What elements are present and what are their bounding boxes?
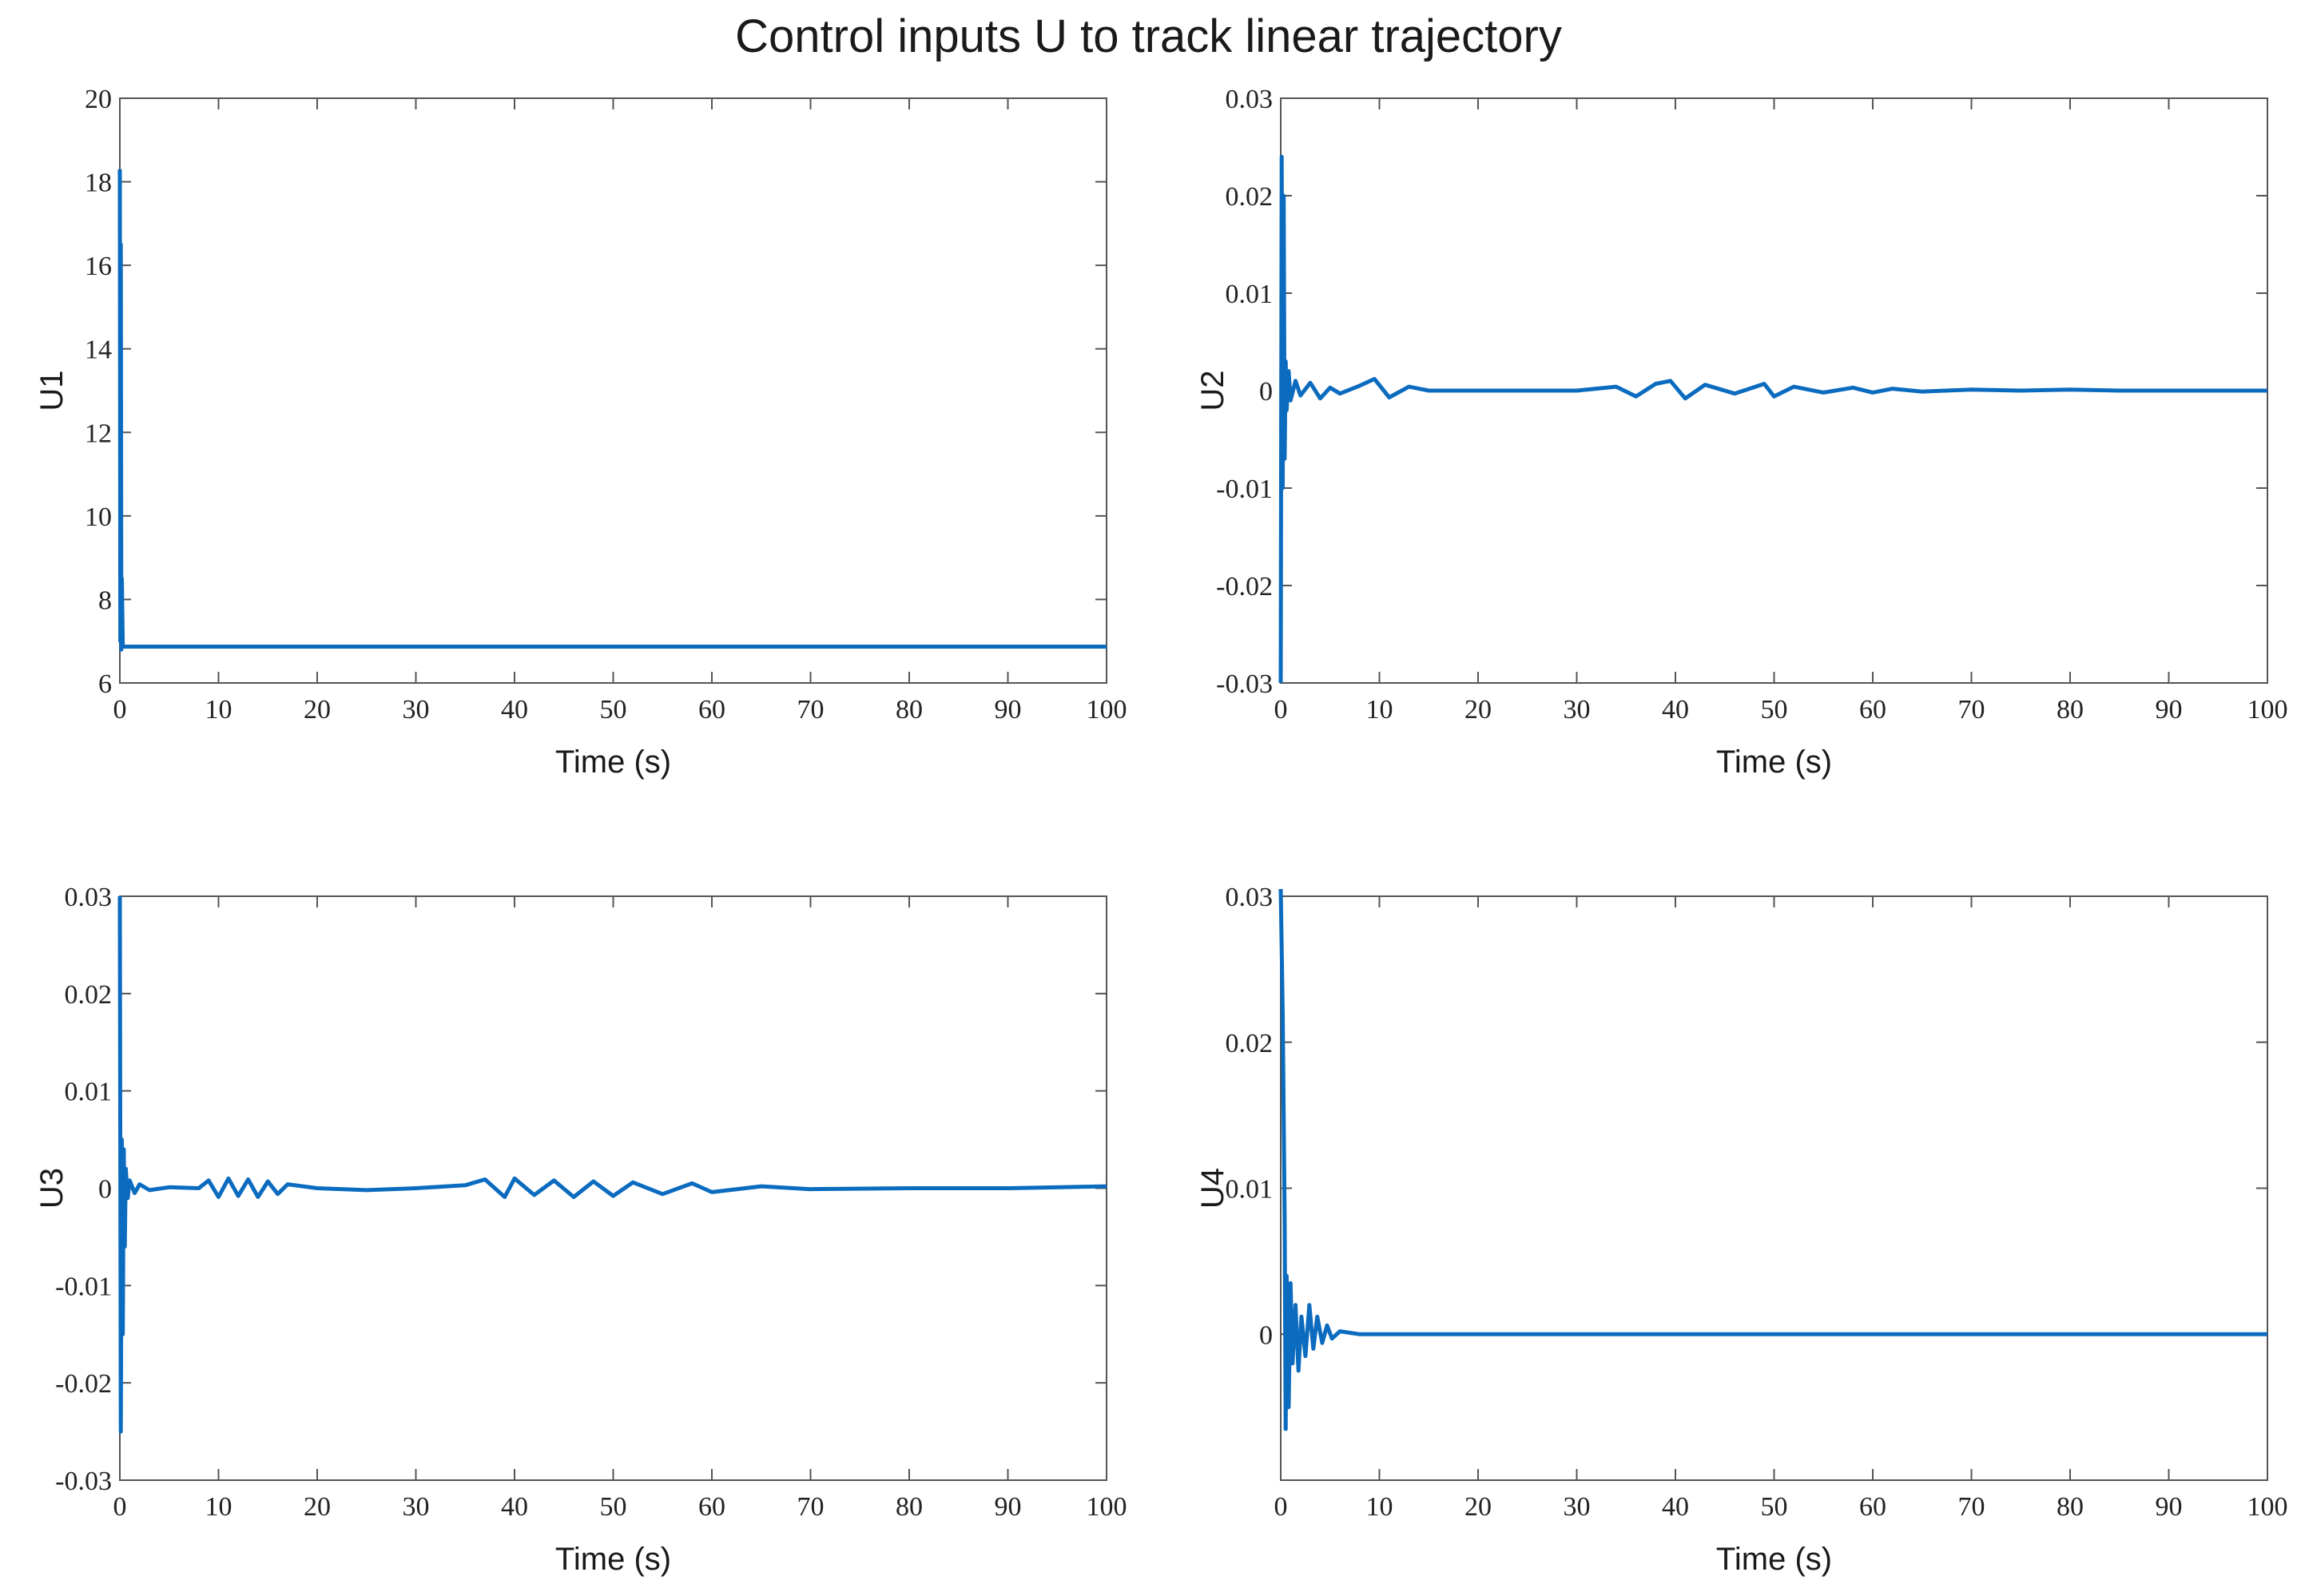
x-tick-label: 80 — [2057, 695, 2084, 725]
x-tick-label: 40 — [1662, 1492, 1689, 1522]
x-tick-label: 70 — [797, 1492, 825, 1522]
series-line — [1278, 154, 2267, 684]
y-tick-label: 0.03 — [1226, 883, 1274, 912]
y-tick-label: -0.02 — [1216, 572, 1273, 601]
y-tick-label: -0.03 — [1216, 669, 1273, 699]
x-axis-label: Time (s) — [1716, 1542, 1832, 1577]
y-tick-label: -0.02 — [55, 1369, 112, 1399]
y-tick-label: 0 — [1259, 1320, 1273, 1350]
x-tick-label: 100 — [2247, 1492, 2288, 1522]
y-axis-label: U3 — [34, 1168, 70, 1209]
x-tick-label: 30 — [1564, 695, 1591, 725]
x-tick-label: 10 — [205, 695, 232, 725]
plot-frame — [119, 97, 1107, 684]
y-tick-label: 0.02 — [65, 980, 113, 1010]
series-line — [117, 169, 1107, 652]
x-tick-label: 50 — [600, 1492, 627, 1522]
x-tick-label: 80 — [896, 695, 923, 725]
x-tick-label: 0 — [113, 695, 127, 725]
y-tick-label: 0 — [98, 1175, 112, 1205]
x-tick-label: 10 — [1366, 695, 1393, 725]
x-axis-label: Time (s) — [555, 1542, 671, 1577]
y-axis-label: U4 — [1195, 1168, 1230, 1209]
y-tick-label: 0.01 — [1226, 280, 1274, 309]
x-tick-label: 60 — [1859, 695, 1886, 725]
y-axis-label: U2 — [1195, 370, 1230, 411]
y-tick-label: 8 — [98, 586, 112, 615]
x-tick-label: 10 — [205, 1492, 232, 1522]
plot-frame — [1280, 895, 2268, 1481]
x-tick-label: 100 — [2247, 695, 2288, 725]
x-tick-label: 50 — [1761, 1492, 1788, 1522]
x-tick-label: 40 — [501, 1492, 528, 1522]
x-tick-label: 20 — [304, 695, 331, 725]
x-tick-label: 90 — [2156, 1492, 2183, 1522]
x-tick-label: 10 — [1366, 1492, 1393, 1522]
series-line — [1278, 888, 2267, 1431]
x-tick-label: 60 — [698, 695, 725, 725]
subplot-u4: 0 10 20 30 40 50 60 70 80 90 100 0 0.01 0.02 0.03 Time … — [1195, 883, 2288, 1577]
x-tick-label: 50 — [1761, 695, 1788, 725]
x-tick-label: 0 — [1274, 695, 1288, 725]
y-tick-label: 0.02 — [1226, 182, 1274, 212]
y-tick-label: -0.01 — [55, 1272, 112, 1301]
y-tick-label: 0.03 — [1226, 85, 1274, 114]
x-tick-label: 60 — [698, 1492, 725, 1522]
series-line — [117, 895, 1107, 1434]
figure-title: Control inputs U to track linear traject… — [735, 10, 1562, 62]
x-tick-label: 70 — [1958, 1492, 1985, 1522]
y-tick-label: 6 — [98, 669, 112, 699]
y-tick-label: 12 — [85, 419, 112, 448]
subplot-u1: 0 10 20 30 40 50 60 70 80 90 100 6 8 10 12 14 16 18 20 Time… — [34, 85, 1127, 780]
y-tick-label: 16 — [85, 252, 112, 281]
x-tick-label: 40 — [501, 695, 528, 725]
x-tick-label: 30 — [403, 695, 430, 725]
subplot-u3: 0 10 20 30 40 50 60 70 80 90 100 -0.03 -0.02 -0.01 0 0.… — [34, 883, 1127, 1577]
x-tick-label: 90 — [995, 1492, 1022, 1522]
x-tick-label: 30 — [1564, 1492, 1591, 1522]
y-axis-label: U1 — [34, 370, 70, 411]
x-tick-label: 90 — [995, 695, 1022, 725]
x-tick-label: 70 — [1958, 695, 1985, 725]
x-tick-label: 20 — [1464, 1492, 1492, 1522]
x-tick-label: 90 — [2156, 695, 2183, 725]
x-tick-label: 40 — [1662, 695, 1689, 725]
x-tick-label: 20 — [304, 1492, 331, 1522]
x-tick-label: 60 — [1859, 1492, 1886, 1522]
x-axis-label: Time (s) — [555, 744, 671, 780]
x-tick-label: 70 — [797, 695, 825, 725]
x-axis-label: Time (s) — [1716, 744, 1832, 780]
y-tick-label: 18 — [85, 169, 112, 198]
x-tick-label: 0 — [1274, 1492, 1288, 1522]
y-tick-label: 0 — [1259, 377, 1273, 407]
y-tick-label: 20 — [85, 85, 112, 114]
y-tick-label: 10 — [85, 502, 112, 532]
y-tick-label: -0.03 — [55, 1467, 112, 1496]
x-tick-label: 80 — [2057, 1492, 2084, 1522]
subplot-u2: 0 10 20 30 40 50 60 70 80 90 100 -0.03 -0.02 -0.01 0 0.… — [1195, 85, 2288, 780]
x-tick-label: 80 — [896, 1492, 923, 1522]
y-tick-label: -0.01 — [1216, 474, 1273, 504]
y-tick-label: 0.03 — [65, 883, 113, 912]
x-tick-label: 20 — [1464, 695, 1492, 725]
y-tick-label: 0.01 — [65, 1078, 113, 1107]
x-tick-label: 30 — [403, 1492, 430, 1522]
x-tick-label: 0 — [113, 1492, 127, 1522]
y-tick-label: 14 — [85, 335, 112, 365]
x-tick-label: 50 — [600, 695, 627, 725]
x-tick-label: 100 — [1087, 1492, 1127, 1522]
y-tick-label: 0.01 — [1226, 1175, 1274, 1205]
x-tick-label: 100 — [1087, 695, 1127, 725]
y-tick-label: 0.02 — [1226, 1029, 1274, 1058]
